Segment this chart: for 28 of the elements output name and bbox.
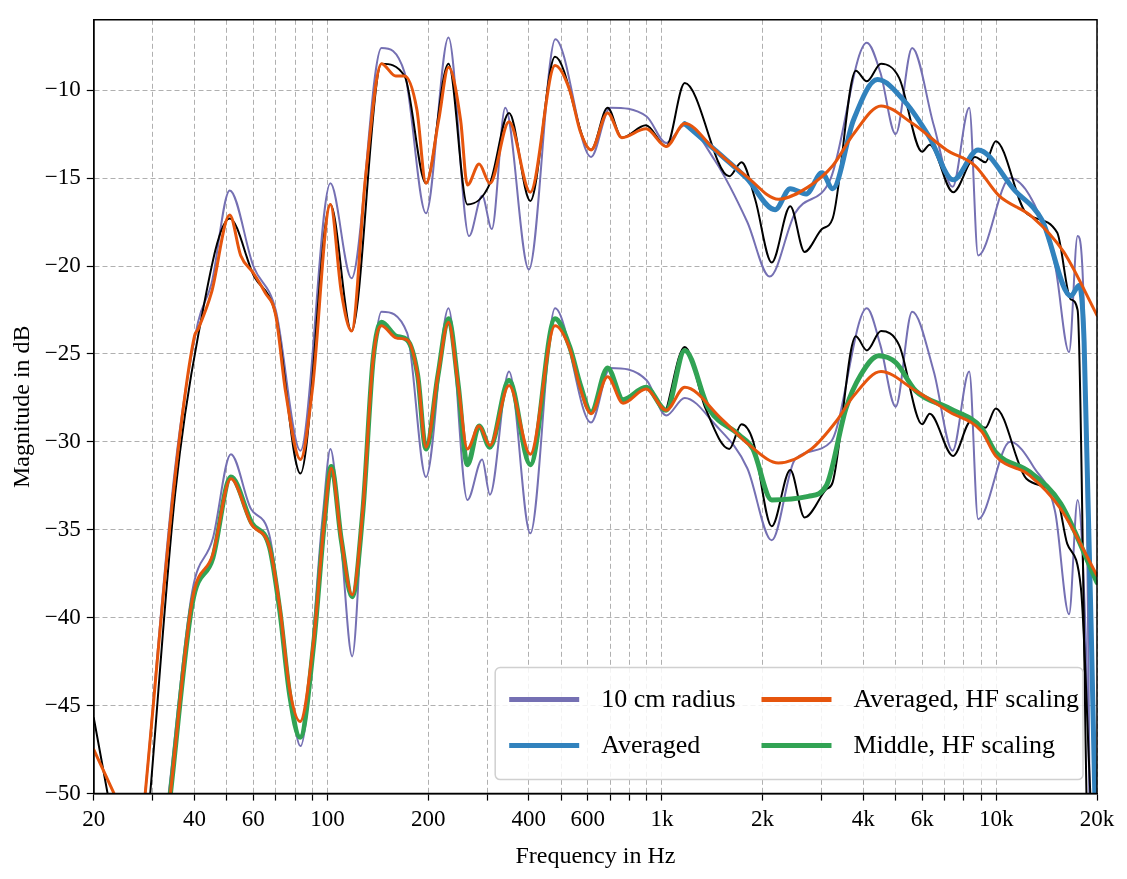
x-tick-label: 100 — [310, 806, 345, 832]
legend-label: Averaged — [601, 730, 701, 760]
legend-label: 10 cm radius — [601, 684, 736, 714]
y-tick-label: −45 — [44, 691, 81, 717]
x-tick-label: 20 — [82, 806, 106, 832]
y-tick-label: −20 — [44, 252, 81, 278]
x-tick-label: 20k — [1079, 806, 1115, 832]
legend-label: Averaged, HF scaling — [853, 684, 1080, 714]
x-axis-title: Frequency in Hz — [515, 841, 676, 868]
y-tick-label: −35 — [44, 515, 81, 541]
x-tick-label: 10k — [979, 806, 1015, 832]
x-tick-label: 600 — [570, 806, 605, 832]
x-tick-label: 2k — [751, 806, 775, 832]
x-tick-label: 200 — [410, 806, 446, 832]
y-tick-label: −25 — [44, 339, 81, 365]
y-tick-label: −10 — [44, 76, 81, 102]
x-tick-label: 6k — [910, 806, 935, 832]
y-axis-title: Magnitude in dB — [7, 325, 34, 489]
legend-label: Middle, HF scaling — [853, 730, 1055, 760]
x-tick-label: 40 — [182, 806, 206, 832]
y-tick-label: −15 — [44, 164, 81, 190]
x-tick-label: 400 — [511, 806, 547, 832]
x-tick-label: 1k — [650, 806, 674, 832]
x-tick-label: 60 — [241, 806, 265, 832]
y-tick-label: −30 — [44, 427, 81, 453]
y-tick-label: −50 — [44, 779, 81, 805]
y-tick-label: −40 — [44, 603, 81, 629]
x-tick-label: 4k — [851, 806, 876, 832]
